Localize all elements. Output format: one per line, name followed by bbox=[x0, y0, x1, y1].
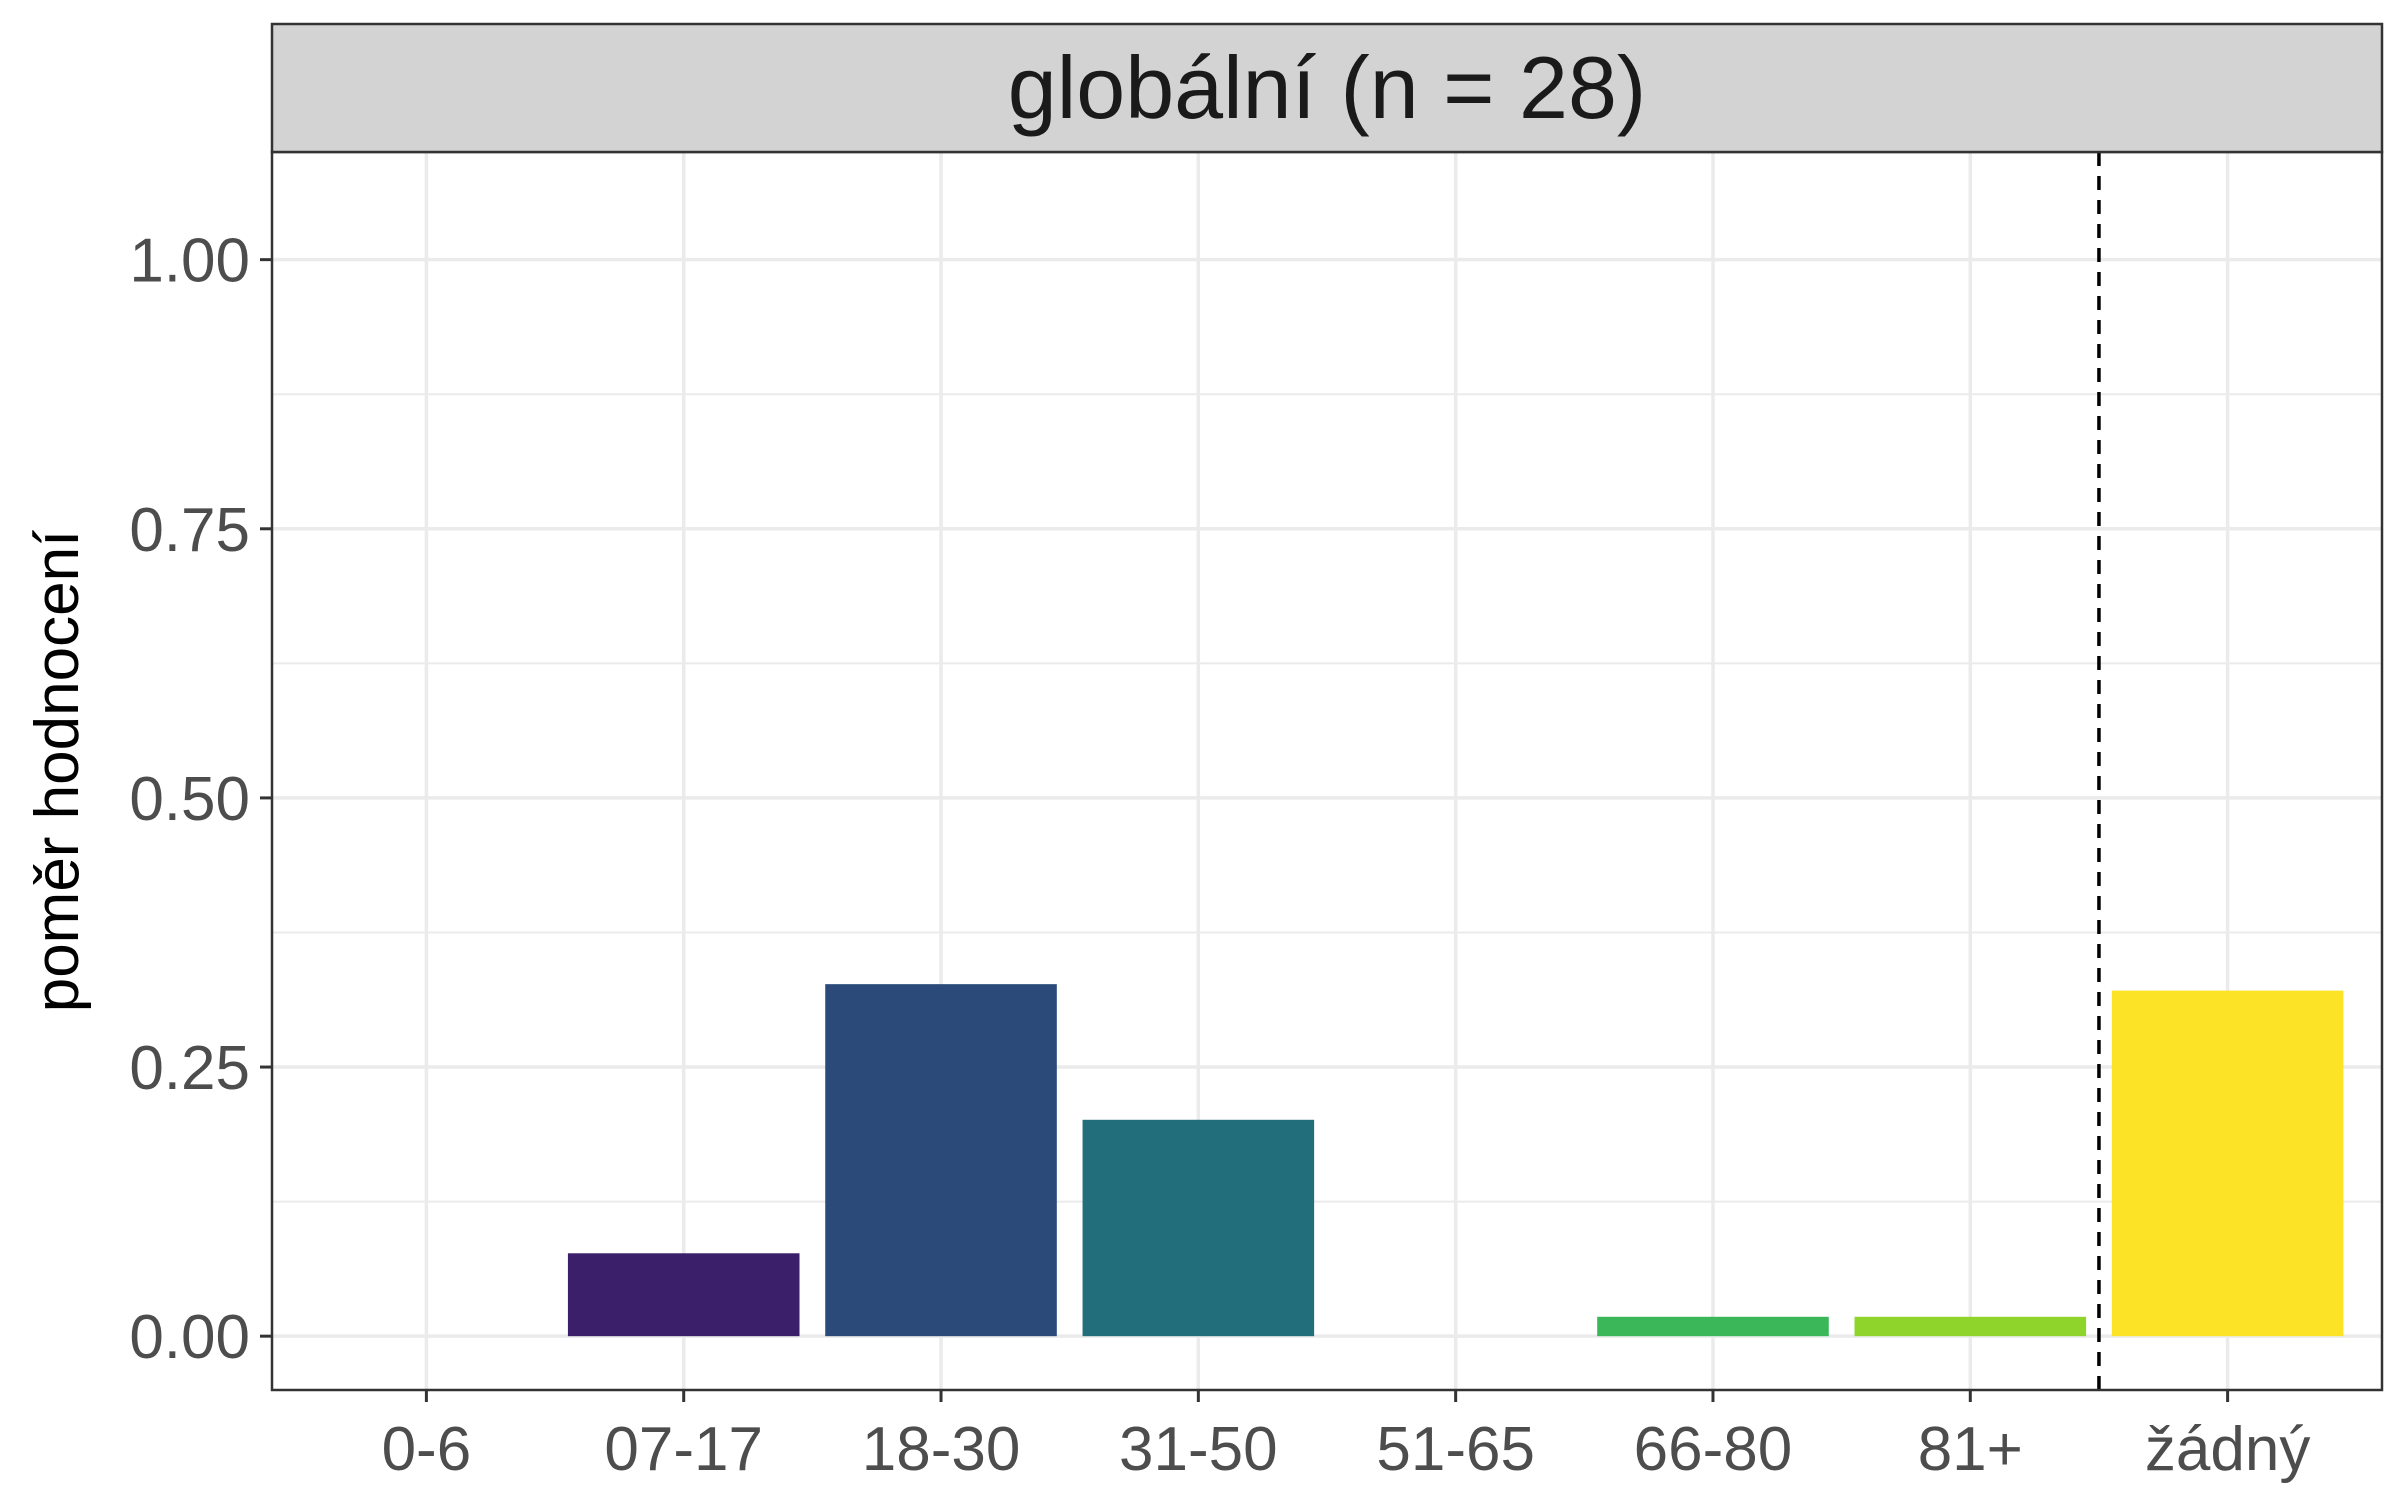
x-tick-label: 51-65 bbox=[1376, 1415, 1535, 1484]
facet-strip-title: globální (n = 28) bbox=[1008, 38, 1646, 137]
x-tick-label: 0-6 bbox=[382, 1415, 472, 1484]
x-axis: 0-6 07-17 18-30 31-50 51-65 66-80 81+ žádný bbox=[382, 1390, 2310, 1484]
bar-31-50 bbox=[1082, 1119, 1315, 1337]
y-axis: 0.00 0.25 0.50 0.75 1.00 bbox=[129, 227, 272, 1372]
x-tick-label: 81+ bbox=[1918, 1415, 2023, 1484]
x-tick-label: 31-50 bbox=[1119, 1415, 1278, 1484]
x-tick-label: 07-17 bbox=[604, 1415, 763, 1484]
bar-18-30 bbox=[825, 984, 1057, 1337]
y-tick-label: 0.50 bbox=[129, 765, 250, 834]
x-tick-label: 66-80 bbox=[1634, 1415, 1793, 1484]
grid-lines bbox=[272, 152, 2382, 1390]
y-tick-label: 0.25 bbox=[129, 1034, 250, 1103]
y-tick-label: 1.00 bbox=[129, 227, 250, 296]
panel-border bbox=[270, 150, 2384, 1392]
x-tick-label: 18-30 bbox=[862, 1415, 1021, 1484]
bar-07-17 bbox=[567, 1253, 800, 1337]
y-axis-title: poměr hodnocení bbox=[23, 530, 92, 1013]
bar-66-80 bbox=[1597, 1316, 1829, 1337]
bars bbox=[567, 984, 2344, 1337]
y-tick-label: 0.00 bbox=[129, 1303, 250, 1372]
bar-81+ bbox=[1854, 1316, 2087, 1337]
facet-strip bbox=[270, 22, 2384, 154]
x-tick-label: žádný bbox=[2145, 1415, 2310, 1484]
bar-žádný bbox=[2111, 990, 2344, 1337]
y-tick-label: 0.75 bbox=[129, 496, 250, 565]
